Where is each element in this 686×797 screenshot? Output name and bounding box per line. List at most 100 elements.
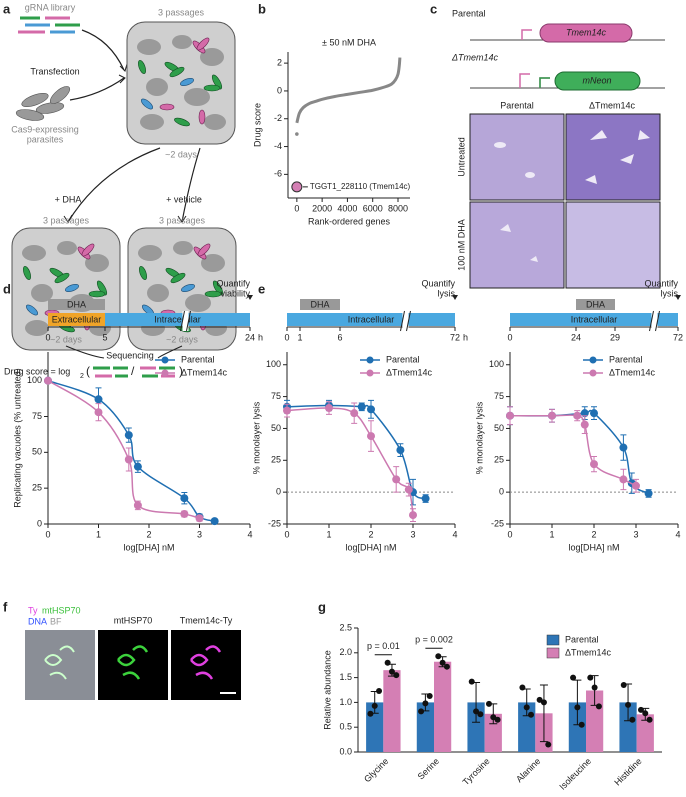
x-tick-label: 3	[410, 529, 415, 539]
y-tick-label: 0.0	[339, 746, 352, 756]
y-tick-label: 75	[494, 391, 504, 401]
y-tick-label: 50	[32, 447, 42, 457]
x-tick-label: Tyrosine	[461, 756, 492, 787]
y-tick-label: 25	[494, 455, 504, 465]
data-point	[477, 711, 484, 718]
data-point	[404, 485, 413, 494]
bar	[484, 713, 502, 752]
data-point	[367, 710, 374, 717]
micrograph	[565, 201, 661, 289]
end-arrow	[247, 295, 253, 300]
data-point	[595, 703, 602, 710]
data-point	[44, 376, 52, 385]
x-tick-label: Isoleucine	[557, 756, 593, 792]
x-axis-label: log[DHA] nM	[345, 542, 396, 552]
timeline-unit: h	[258, 332, 263, 342]
phase-label: Intracellular	[571, 314, 618, 324]
data-point	[644, 489, 653, 498]
data-point	[367, 405, 375, 414]
data-point	[396, 446, 405, 455]
data-point	[625, 701, 632, 708]
data-point	[426, 692, 433, 699]
legend-label: Parental	[609, 354, 643, 364]
series-line	[295, 57, 402, 124]
timeline-tick-label: 72	[673, 332, 683, 342]
series-line	[286, 404, 426, 500]
data-point	[574, 704, 581, 711]
channel-label: BF	[50, 616, 62, 626]
parental-label: Parental	[452, 8, 486, 18]
break-gap	[402, 311, 409, 331]
data-point	[124, 455, 133, 464]
y-tick-label: 50	[494, 423, 504, 433]
y-tick-label: 0	[37, 518, 42, 528]
drug-label: DHA	[67, 299, 86, 309]
screen-diagram: gRNA library Transfection Cas9-expressin…	[4, 2, 237, 380]
x-tick-label: 2	[591, 529, 596, 539]
legend-marker	[161, 369, 169, 377]
y-tick-label: 100	[266, 359, 281, 369]
data-point	[393, 672, 400, 679]
end-label: Quantify	[216, 278, 250, 288]
x-tick-label: 4	[247, 529, 252, 539]
data-point	[528, 711, 535, 718]
y-axis-label: % monolayer lysis	[474, 401, 484, 474]
x-tick-label: 6000	[363, 203, 383, 213]
y-tick-label: -4	[274, 141, 282, 151]
x-tick-label: 8000	[388, 203, 408, 213]
data-point	[133, 462, 142, 471]
panel-label: c	[430, 1, 437, 16]
timeline-tick-label: 0	[45, 332, 50, 342]
break-gap	[182, 311, 189, 331]
timeline-tick-label: 0	[284, 332, 289, 342]
series-line	[286, 407, 414, 516]
phase-bar	[287, 313, 455, 326]
legend-swatch	[546, 634, 560, 646]
channel-label: Ty	[28, 605, 38, 615]
data-point	[523, 704, 530, 711]
library-label: gRNA library	[25, 2, 76, 12]
drug-label: DHA	[586, 299, 605, 309]
x-tick-label: 3	[633, 529, 638, 539]
y-tick-label: 0	[277, 85, 282, 95]
break-mark	[180, 310, 191, 332]
x-tick-label: 4	[452, 529, 457, 539]
data-point	[443, 663, 450, 670]
data-point	[540, 699, 547, 706]
construct-diagram: Parental Tmem14c ΔTmem14c mNeon Parental…	[451, 8, 665, 289]
legend-label: Parental	[181, 354, 215, 364]
data-point	[519, 684, 526, 691]
end-arrow	[452, 295, 458, 300]
y-tick-label: 25	[32, 483, 42, 493]
x-tick-label: 0	[507, 529, 512, 539]
bar	[383, 670, 401, 752]
panel-title: mtHSP70	[114, 615, 153, 625]
cas9-label: parasites	[27, 134, 64, 144]
error-bar	[539, 684, 548, 743]
phase-bar	[105, 313, 250, 326]
data-point	[367, 432, 375, 441]
cas9-label: Cas9-expressing	[11, 124, 79, 134]
x-axis-label: log[DHA] nM	[568, 542, 619, 552]
data-point	[494, 716, 501, 723]
y-tick-label: 1.0	[339, 697, 352, 707]
x-tick-label: 0	[45, 529, 50, 539]
column-label: ΔTmem14c	[589, 100, 636, 110]
dha-label: + DHA	[55, 194, 82, 204]
bar	[636, 714, 654, 752]
legend-label: ΔTmem14c	[609, 367, 656, 377]
data-point	[210, 517, 219, 526]
data-point	[94, 408, 103, 417]
y-tick-label: 100	[27, 375, 42, 385]
data-point	[590, 409, 598, 418]
passages-label: 3 passages	[159, 215, 206, 225]
days-label: ~2 days	[165, 149, 197, 159]
channel-label: DNA	[28, 616, 47, 626]
x-tick-label: 2	[146, 529, 151, 539]
bar	[434, 661, 452, 752]
data-point	[506, 411, 514, 420]
x-tick-label: 1	[549, 529, 554, 539]
series-line	[47, 379, 215, 522]
data-point	[435, 653, 442, 660]
data-point	[580, 420, 589, 429]
